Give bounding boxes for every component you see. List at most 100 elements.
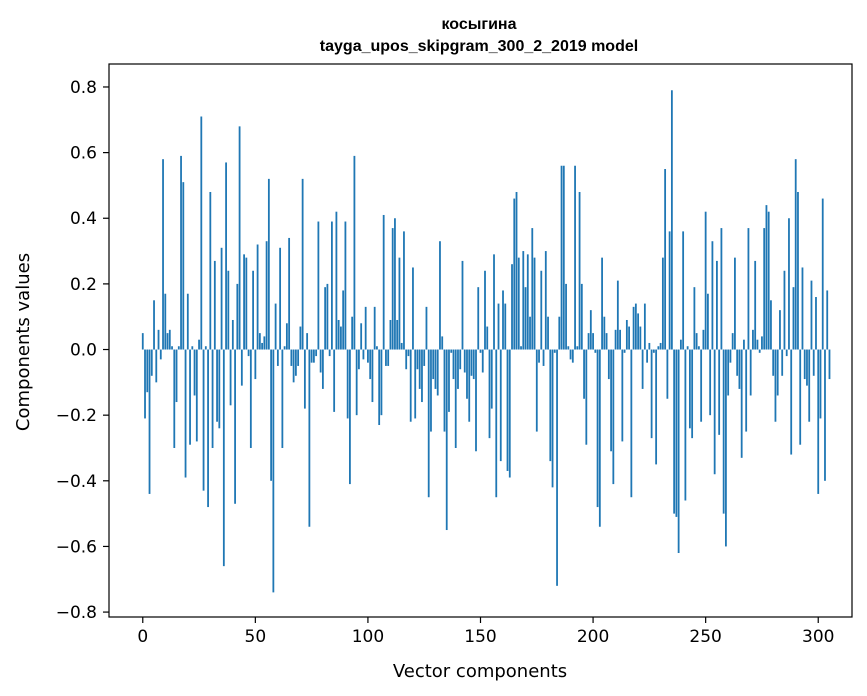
bar-15 xyxy=(175,349,178,403)
bar-137 xyxy=(450,349,453,353)
bar-152 xyxy=(484,270,486,350)
bar-267 xyxy=(743,339,745,350)
bar-288 xyxy=(790,349,793,455)
bar-150 xyxy=(479,349,482,353)
bar-176 xyxy=(538,349,540,363)
bar-184 xyxy=(556,349,558,586)
bar-41 xyxy=(234,349,236,504)
x-tick-label: 200 xyxy=(577,627,609,647)
bar-304 xyxy=(826,290,829,350)
bar-126 xyxy=(425,306,428,350)
bar-7 xyxy=(157,329,160,350)
bar-231 xyxy=(661,257,664,350)
bar-31 xyxy=(211,349,214,448)
bar-117 xyxy=(405,349,408,370)
bar-185 xyxy=(558,316,561,350)
bar-198 xyxy=(587,333,590,350)
bar-25 xyxy=(198,339,200,350)
bar-256 xyxy=(718,349,721,435)
bar-57 xyxy=(270,349,273,481)
chart-subtitle: tayga_upos_skipgram_300_2_2019 model xyxy=(320,38,638,55)
bar-102 xyxy=(371,349,374,403)
bar-183 xyxy=(553,349,556,353)
bar-171 xyxy=(526,254,529,350)
bar-110 xyxy=(389,319,392,350)
bar-201 xyxy=(594,349,597,353)
bar-39 xyxy=(229,349,232,406)
bar-37 xyxy=(225,162,227,350)
bar-264 xyxy=(736,349,739,376)
bar-33 xyxy=(216,349,218,422)
bar-301 xyxy=(819,349,822,419)
bar-193 xyxy=(576,346,579,350)
bar-120 xyxy=(412,267,414,350)
bar-283 xyxy=(779,310,781,350)
bar-226 xyxy=(650,349,653,439)
bar-285 xyxy=(783,270,786,350)
bar-76 xyxy=(312,349,315,363)
bar-282 xyxy=(776,349,779,396)
bar-0 xyxy=(141,333,144,350)
bar-196 xyxy=(583,349,585,399)
bar-143 xyxy=(463,349,466,373)
bar-27 xyxy=(202,349,205,491)
bar-100 xyxy=(367,349,369,363)
bar-93 xyxy=(351,316,354,350)
bar-11 xyxy=(166,333,169,350)
bar-163 xyxy=(508,349,511,478)
bar-254 xyxy=(713,349,716,475)
bar-138 xyxy=(452,349,455,380)
bar-270 xyxy=(749,349,752,396)
bar-72 xyxy=(303,349,306,409)
bar-84 xyxy=(331,221,333,350)
bar-4 xyxy=(150,349,153,376)
bar-250 xyxy=(704,211,707,350)
bar-220 xyxy=(637,313,640,350)
bar-96 xyxy=(358,349,360,370)
bar-213 xyxy=(621,349,624,442)
bar-237 xyxy=(675,349,678,517)
bar-134 xyxy=(443,349,446,432)
bar-186 xyxy=(560,165,563,350)
bar-173 xyxy=(531,228,534,350)
y-axis-label: Components values xyxy=(13,253,34,431)
bar-277 xyxy=(765,205,768,350)
bar-271 xyxy=(752,329,754,350)
bar-46 xyxy=(245,257,248,350)
bar-130 xyxy=(434,349,437,389)
bar-45 xyxy=(243,254,245,350)
bar-262 xyxy=(731,333,734,350)
bar-55 xyxy=(265,241,268,350)
bar-141 xyxy=(459,349,462,370)
bar-71 xyxy=(301,178,304,350)
bar-75 xyxy=(310,349,313,363)
bar-261 xyxy=(729,349,732,363)
bar-49 xyxy=(252,270,254,350)
bar-106 xyxy=(380,349,383,416)
bar-232 xyxy=(664,169,667,350)
bar-169 xyxy=(522,251,525,350)
bar-1 xyxy=(144,349,146,419)
bar-168 xyxy=(520,346,522,350)
bar-300 xyxy=(817,349,820,494)
bar-109 xyxy=(387,349,390,366)
bar-86 xyxy=(335,211,338,350)
bar-253 xyxy=(711,241,714,350)
bar-62 xyxy=(281,349,284,448)
bar-298 xyxy=(812,349,815,376)
bar-192 xyxy=(574,165,576,350)
bar-18 xyxy=(182,182,185,350)
bar-189 xyxy=(567,346,570,350)
bar-123 xyxy=(418,349,421,389)
bar-6 xyxy=(155,349,158,383)
bar-266 xyxy=(740,349,743,458)
bar-108 xyxy=(385,349,387,366)
bar-79 xyxy=(319,349,322,373)
bar-77 xyxy=(315,349,318,357)
bar-50 xyxy=(254,349,257,380)
bar-98 xyxy=(362,349,365,360)
bar-305 xyxy=(828,349,831,380)
bar-263 xyxy=(734,257,736,350)
bar-218 xyxy=(632,306,635,350)
